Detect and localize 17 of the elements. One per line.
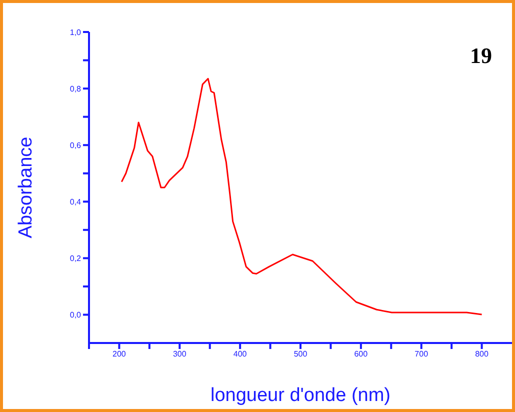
- y-tick-label: 0,2: [70, 254, 82, 264]
- x-axis-title: longueur d'onde (nm): [210, 385, 391, 406]
- x-tick-label: 800: [475, 350, 490, 359]
- x-tick-label: 700: [414, 350, 429, 359]
- x-tick-label: 600: [354, 350, 368, 359]
- y-axis-title: Absorbance: [16, 136, 37, 238]
- annotation: 19: [470, 43, 492, 69]
- x-tick-label: 400: [233, 350, 248, 359]
- x-tick-label: 500: [294, 350, 308, 359]
- line-series: [120, 78, 483, 316]
- y-tick-label: 0,0: [70, 310, 82, 320]
- y-tick-label: 0,4: [70, 197, 82, 206]
- x-tick-label: 200: [112, 350, 126, 359]
- x-tick-label: 300: [172, 350, 187, 359]
- y-tick-label: 0,8: [70, 84, 82, 94]
- y-tick-label: 1,0: [70, 28, 82, 37]
- y-tick-label: 0,6: [70, 140, 82, 150]
